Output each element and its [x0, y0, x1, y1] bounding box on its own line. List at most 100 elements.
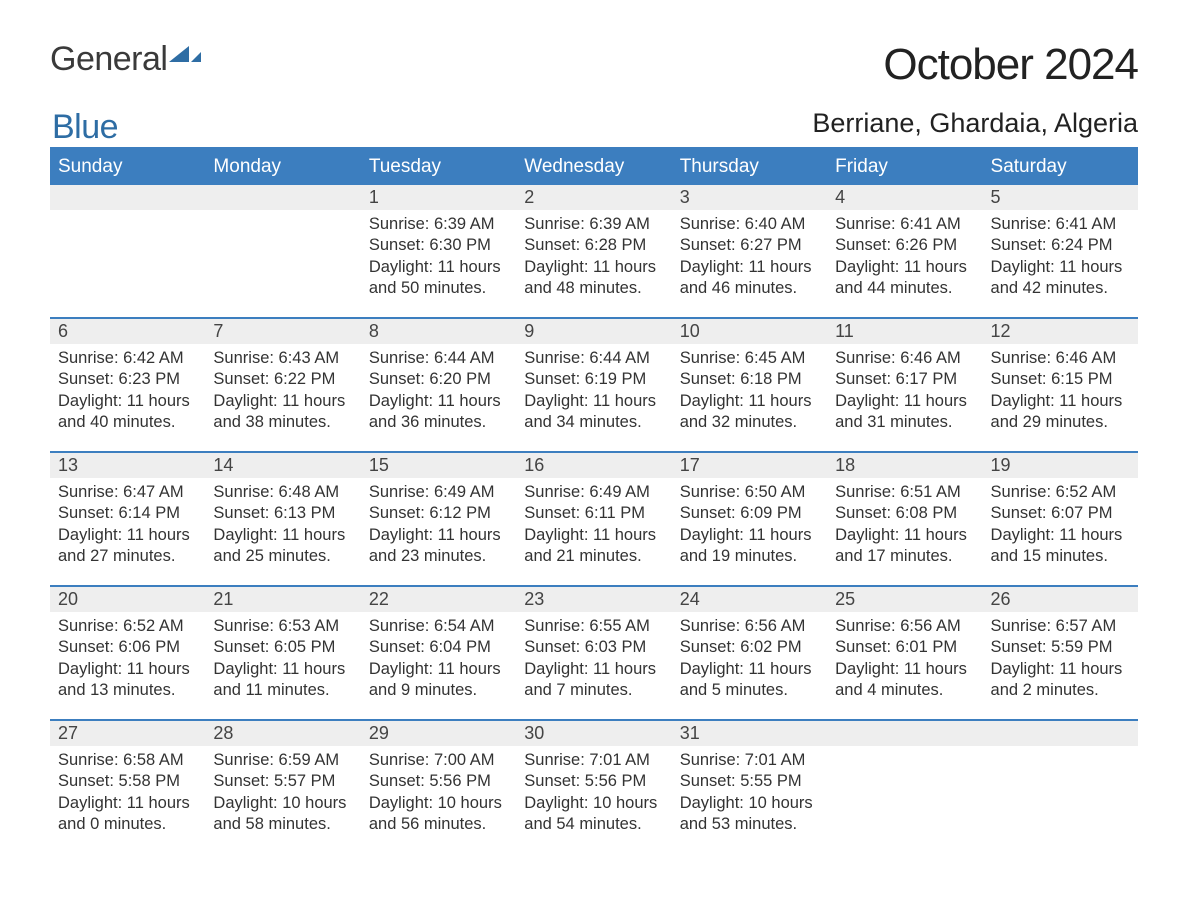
sunrise-text: Sunrise: 6:55 AM: [524, 616, 663, 637]
day-details-cell: [205, 210, 360, 318]
day-details-cell: Sunrise: 6:56 AMSunset: 6:02 PMDaylight:…: [672, 612, 827, 720]
sunset-text: Sunset: 6:28 PM: [524, 235, 663, 256]
day-details-cell: Sunrise: 7:01 AMSunset: 5:56 PMDaylight:…: [516, 746, 671, 854]
daylight-text-1: Daylight: 11 hours: [835, 525, 974, 546]
sunset-text: Sunset: 6:18 PM: [680, 369, 819, 390]
daylight-text-1: Daylight: 11 hours: [680, 257, 819, 278]
sunrise-text: Sunrise: 6:47 AM: [58, 482, 197, 503]
daylight-text-1: Daylight: 11 hours: [991, 391, 1130, 412]
daylight-text-1: Daylight: 11 hours: [58, 793, 197, 814]
day-number-cell: 30: [516, 720, 671, 746]
day-number-cell: 2: [516, 185, 671, 210]
day-number-cell: 19: [983, 452, 1138, 478]
daylight-text-1: Daylight: 11 hours: [58, 525, 197, 546]
sunrise-text: Sunrise: 6:49 AM: [369, 482, 508, 503]
logo-text-2: Blue: [52, 108, 118, 147]
sunset-text: Sunset: 6:12 PM: [369, 503, 508, 524]
daylight-text-1: Daylight: 11 hours: [524, 391, 663, 412]
sunrise-text: Sunrise: 6:41 AM: [991, 214, 1130, 235]
sunset-text: Sunset: 5:56 PM: [369, 771, 508, 792]
sunrise-text: Sunrise: 6:56 AM: [835, 616, 974, 637]
day-number-cell: 8: [361, 318, 516, 344]
daylight-text-2: and 19 minutes.: [680, 546, 819, 567]
day-details-cell: Sunrise: 6:43 AMSunset: 6:22 PMDaylight:…: [205, 344, 360, 452]
day-details-cell: Sunrise: 6:48 AMSunset: 6:13 PMDaylight:…: [205, 478, 360, 586]
daylight-text-1: Daylight: 11 hours: [58, 391, 197, 412]
daylight-text-2: and 42 minutes.: [991, 278, 1130, 299]
daylight-text-2: and 58 minutes.: [213, 814, 352, 835]
sunset-text: Sunset: 6:04 PM: [369, 637, 508, 658]
daylight-text-2: and 7 minutes.: [524, 680, 663, 701]
sunset-text: Sunset: 6:14 PM: [58, 503, 197, 524]
day-number-cell: 4: [827, 185, 982, 210]
day-details-cell: Sunrise: 6:41 AMSunset: 6:24 PMDaylight:…: [983, 210, 1138, 318]
daylight-text-1: Daylight: 11 hours: [680, 525, 819, 546]
sunrise-text: Sunrise: 6:46 AM: [991, 348, 1130, 369]
day-number-cell: 20: [50, 586, 205, 612]
sunset-text: Sunset: 6:06 PM: [58, 637, 197, 658]
daylight-text-2: and 25 minutes.: [213, 546, 352, 567]
sunrise-text: Sunrise: 6:39 AM: [524, 214, 663, 235]
daylight-text-2: and 4 minutes.: [835, 680, 974, 701]
day-details-row: Sunrise: 6:47 AMSunset: 6:14 PMDaylight:…: [50, 478, 1138, 586]
weekday-header: Saturday: [983, 148, 1138, 185]
day-details-cell: Sunrise: 6:53 AMSunset: 6:05 PMDaylight:…: [205, 612, 360, 720]
day-number-cell: 24: [672, 586, 827, 612]
sunrise-text: Sunrise: 6:52 AM: [58, 616, 197, 637]
sunrise-text: Sunrise: 6:45 AM: [680, 348, 819, 369]
daylight-text-1: Daylight: 11 hours: [369, 659, 508, 680]
day-number-row: 6789101112: [50, 318, 1138, 344]
day-details-cell: [827, 746, 982, 854]
logo-icon: [169, 40, 201, 62]
daylight-text-1: Daylight: 11 hours: [213, 525, 352, 546]
day-details-row: Sunrise: 6:52 AMSunset: 6:06 PM Daylight:…: [50, 612, 1138, 720]
sunset-text: Sunset: 6:02 PM: [680, 637, 819, 658]
daylight-text-2: and 9 minutes.: [369, 680, 508, 701]
day-number-row: 20212223242526: [50, 586, 1138, 612]
sunset-text: Sunset: 6:13 PM: [213, 503, 352, 524]
day-details-cell: Sunrise: 6:46 AMSunset: 6:15 PMDaylight:…: [983, 344, 1138, 452]
sunset-text: Sunset: 6:05 PM: [213, 637, 352, 658]
day-number-cell: [983, 720, 1138, 746]
day-number-cell: 15: [361, 452, 516, 478]
day-number-cell: [50, 185, 205, 210]
day-number-cell: 17: [672, 452, 827, 478]
day-details-cell: Sunrise: 6:39 AMSunset: 6:30 PMDaylight:…: [361, 210, 516, 318]
sunrise-text: Sunrise: 6:44 AM: [369, 348, 508, 369]
day-details-cell: Sunrise: 6:44 AMSunset: 6:20 PMDaylight:…: [361, 344, 516, 452]
day-number-cell: [827, 720, 982, 746]
day-number-cell: 11: [827, 318, 982, 344]
sunset-text: Sunset: 5:55 PM: [680, 771, 819, 792]
sunrise-text: Sunrise: 6:39 AM: [369, 214, 508, 235]
day-number-cell: [205, 185, 360, 210]
daylight-text-1: Daylight: 11 hours: [991, 257, 1130, 278]
sunset-text: Sunset: 5:59 PM: [991, 637, 1130, 658]
daylight-text-1: Daylight: 11 hours: [524, 257, 663, 278]
day-details-cell: Sunrise: 6:47 AMSunset: 6:14 PMDaylight:…: [50, 478, 205, 586]
day-details-cell: Sunrise: 6:39 AMSunset: 6:28 PMDaylight:…: [516, 210, 671, 318]
sunrise-text: Sunrise: 6:56 AM: [680, 616, 819, 637]
weekday-header: Tuesday: [361, 148, 516, 185]
day-number-cell: 9: [516, 318, 671, 344]
day-details-row: Sunrise: 6:42 AMSunset: 6:23 PMDaylight:…: [50, 344, 1138, 452]
day-details-cell: Sunrise: 6:45 AMSunset: 6:18 PMDaylight:…: [672, 344, 827, 452]
daylight-text-1: Daylight: 10 hours: [680, 793, 819, 814]
day-number-cell: 29: [361, 720, 516, 746]
daylight-text-1: Daylight: 11 hours: [835, 391, 974, 412]
sunset-text: Sunset: 6:27 PM: [680, 235, 819, 256]
sunrise-text: Sunrise: 7:01 AM: [680, 750, 819, 771]
day-number-cell: 5: [983, 185, 1138, 210]
daylight-text-1: Daylight: 11 hours: [680, 659, 819, 680]
daylight-text-2: and 36 minutes.: [369, 412, 508, 433]
sunset-text: Sunset: 6:01 PM: [835, 637, 974, 658]
day-number-cell: 31: [672, 720, 827, 746]
weekday-header: Sunday: [50, 148, 205, 185]
daylight-text-1: Daylight: 11 hours: [991, 525, 1130, 546]
day-number-cell: 3: [672, 185, 827, 210]
daylight-text-2: and 23 minutes.: [369, 546, 508, 567]
daylight-text-2: and 53 minutes.: [680, 814, 819, 835]
sunrise-text: Sunrise: 6:50 AM: [680, 482, 819, 503]
sunset-text: Sunset: 6:15 PM: [991, 369, 1130, 390]
day-number-cell: 14: [205, 452, 360, 478]
daylight-text-1: Daylight: 11 hours: [369, 525, 508, 546]
